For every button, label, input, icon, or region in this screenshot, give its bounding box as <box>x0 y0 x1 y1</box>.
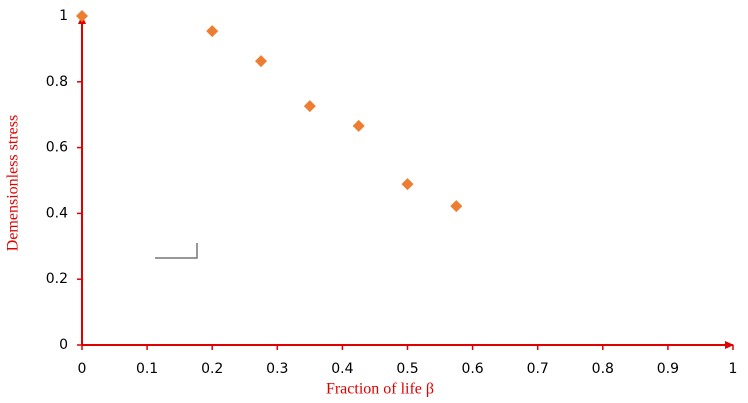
y-tick-label: 0.4 <box>46 205 68 221</box>
x-tick-label: 0.6 <box>461 361 483 377</box>
point <box>303 100 316 113</box>
y-tick-label: 0 <box>59 337 68 353</box>
x-tick-label: 0.7 <box>527 361 549 377</box>
x-tick-label: 1 <box>729 361 738 377</box>
point <box>401 178 414 191</box>
y-axis-label: Demensionless stress <box>5 115 22 251</box>
x-tick-label: 0.3 <box>266 361 288 377</box>
y-tick-label: 0.8 <box>46 74 68 90</box>
point <box>352 119 365 132</box>
y-tick-label: 0.2 <box>46 271 68 287</box>
y-tick-label: 0.6 <box>46 140 68 156</box>
point <box>206 25 219 38</box>
x-tick-label: 0.8 <box>592 361 614 377</box>
x-tick-label: 0.4 <box>331 361 353 377</box>
y-tick-label: 1 <box>59 8 68 24</box>
point <box>450 200 463 213</box>
x-tick-label: 0.1 <box>136 361 158 377</box>
x-tick-label: 0.5 <box>396 361 418 377</box>
x-axis-label: Fraction of life β <box>326 381 434 398</box>
artifact-line <box>155 243 198 259</box>
x-tick-label: 0.9 <box>657 361 679 377</box>
x-tick-label: 0.2 <box>201 361 223 377</box>
point <box>76 10 88 22</box>
x-tick-label: 0 <box>78 361 87 377</box>
point <box>255 55 268 68</box>
